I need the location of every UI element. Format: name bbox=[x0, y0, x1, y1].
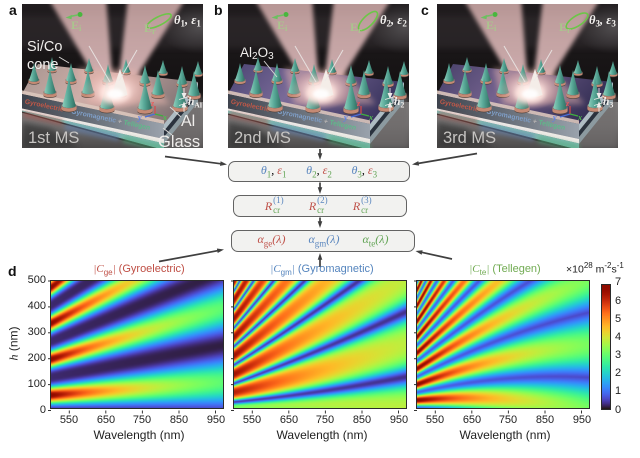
svg-text:Si/Co: Si/Co bbox=[27, 39, 62, 55]
svg-text:h2: h2 bbox=[394, 96, 404, 110]
svg-text:z: z bbox=[150, 99, 155, 108]
svg-text:3rd MS: 3rd MS bbox=[443, 129, 496, 147]
svg-text:z: z bbox=[565, 99, 570, 108]
svg-text:x: x bbox=[162, 113, 167, 122]
svg-text:Ei: Ei bbox=[71, 18, 82, 33]
svg-text:θ2, ε2: θ2, ε2 bbox=[380, 13, 407, 29]
svg-text:x: x bbox=[577, 113, 582, 122]
svg-text:Glass: Glass bbox=[158, 133, 200, 148]
svg-text:y: y bbox=[343, 113, 348, 122]
svg-text:Al2O3: Al2O3 bbox=[240, 45, 274, 62]
svg-text:x: x bbox=[368, 113, 373, 122]
svg-text:1st MS: 1st MS bbox=[28, 129, 79, 147]
svg-text:y: y bbox=[137, 113, 142, 122]
svg-text:z: z bbox=[356, 99, 361, 108]
svg-text:h3: h3 bbox=[603, 96, 613, 110]
svg-text:Ei: Ei bbox=[486, 18, 497, 33]
svg-text:y: y bbox=[552, 113, 557, 122]
svg-text:cone: cone bbox=[27, 57, 58, 73]
svg-text:Al: Al bbox=[181, 113, 195, 130]
svg-text:Ei: Ei bbox=[277, 18, 288, 33]
svg-text:2nd MS: 2nd MS bbox=[234, 129, 291, 147]
